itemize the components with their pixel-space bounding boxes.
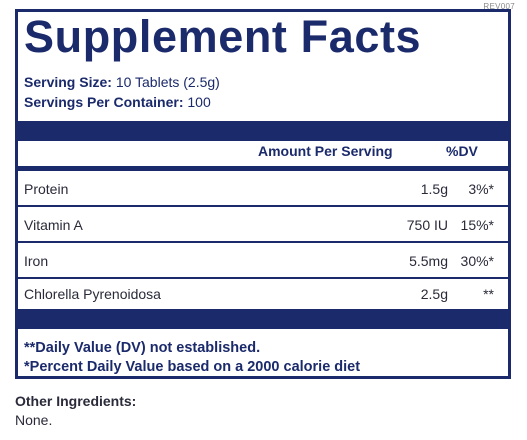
nutrient-row: Vitamin A 750 IU 15%*: [18, 207, 508, 243]
revision-code: REV007: [483, 2, 515, 11]
servings-per-container-value: 100: [187, 94, 211, 110]
footnote-percent-daily-value: *Percent Daily Value based on a 2000 cal…: [24, 359, 361, 375]
nutrient-amount: 750 IU: [406, 217, 448, 233]
header-divider: [18, 166, 508, 171]
amount-per-serving-header: Amount Per Serving: [258, 143, 393, 159]
nutrient-row: Protein 1.5g 3%*: [18, 171, 508, 207]
nutrient-amount: 2.5g: [420, 286, 448, 302]
supplement-facts-panel: Supplement Facts Serving Size: 10 Tablet…: [15, 9, 511, 379]
serving-size: Serving Size: 10 Tablets (2.5g): [24, 74, 220, 90]
serving-size-value: 10 Tablets (2.5g): [115, 74, 220, 90]
row-divider: [18, 205, 508, 207]
nutrient-dv: **: [483, 286, 494, 302]
nutrient-amount: 1.5g: [420, 181, 448, 197]
daily-value-header: %DV: [446, 143, 478, 159]
nutrient-row: Iron 5.5mg 30%*: [18, 243, 508, 279]
servings-per-container-label: Servings Per Container:: [24, 94, 184, 110]
top-divider-band: [18, 121, 508, 141]
row-divider: [18, 241, 508, 243]
nutrient-name: Iron: [24, 253, 49, 269]
row-divider: [18, 277, 508, 279]
bottom-divider-band: [18, 309, 508, 329]
nutrient-dv: 3%*: [468, 181, 494, 197]
servings-per-container: Servings Per Container: 100: [24, 94, 211, 110]
other-ingredients-value: None.: [15, 412, 53, 428]
panel-title: Supplement Facts: [24, 11, 422, 62]
nutrient-row: Chlorella Pyrenoidosa 2.5g **: [18, 276, 508, 312]
nutrient-dv: 30%*: [460, 253, 494, 269]
other-ingredients-label: Other Ingredients:: [15, 393, 137, 409]
nutrient-name: Vitamin A: [24, 217, 83, 233]
nutrient-name: Protein: [24, 181, 69, 197]
serving-size-label: Serving Size:: [24, 74, 112, 90]
nutrient-name: Chlorella Pyrenoidosa: [24, 286, 161, 302]
footnote-dv-not-established: **Daily Value (DV) not established.: [24, 340, 261, 356]
nutrient-dv: 15%*: [460, 217, 494, 233]
nutrient-amount: 5.5mg: [409, 253, 448, 269]
